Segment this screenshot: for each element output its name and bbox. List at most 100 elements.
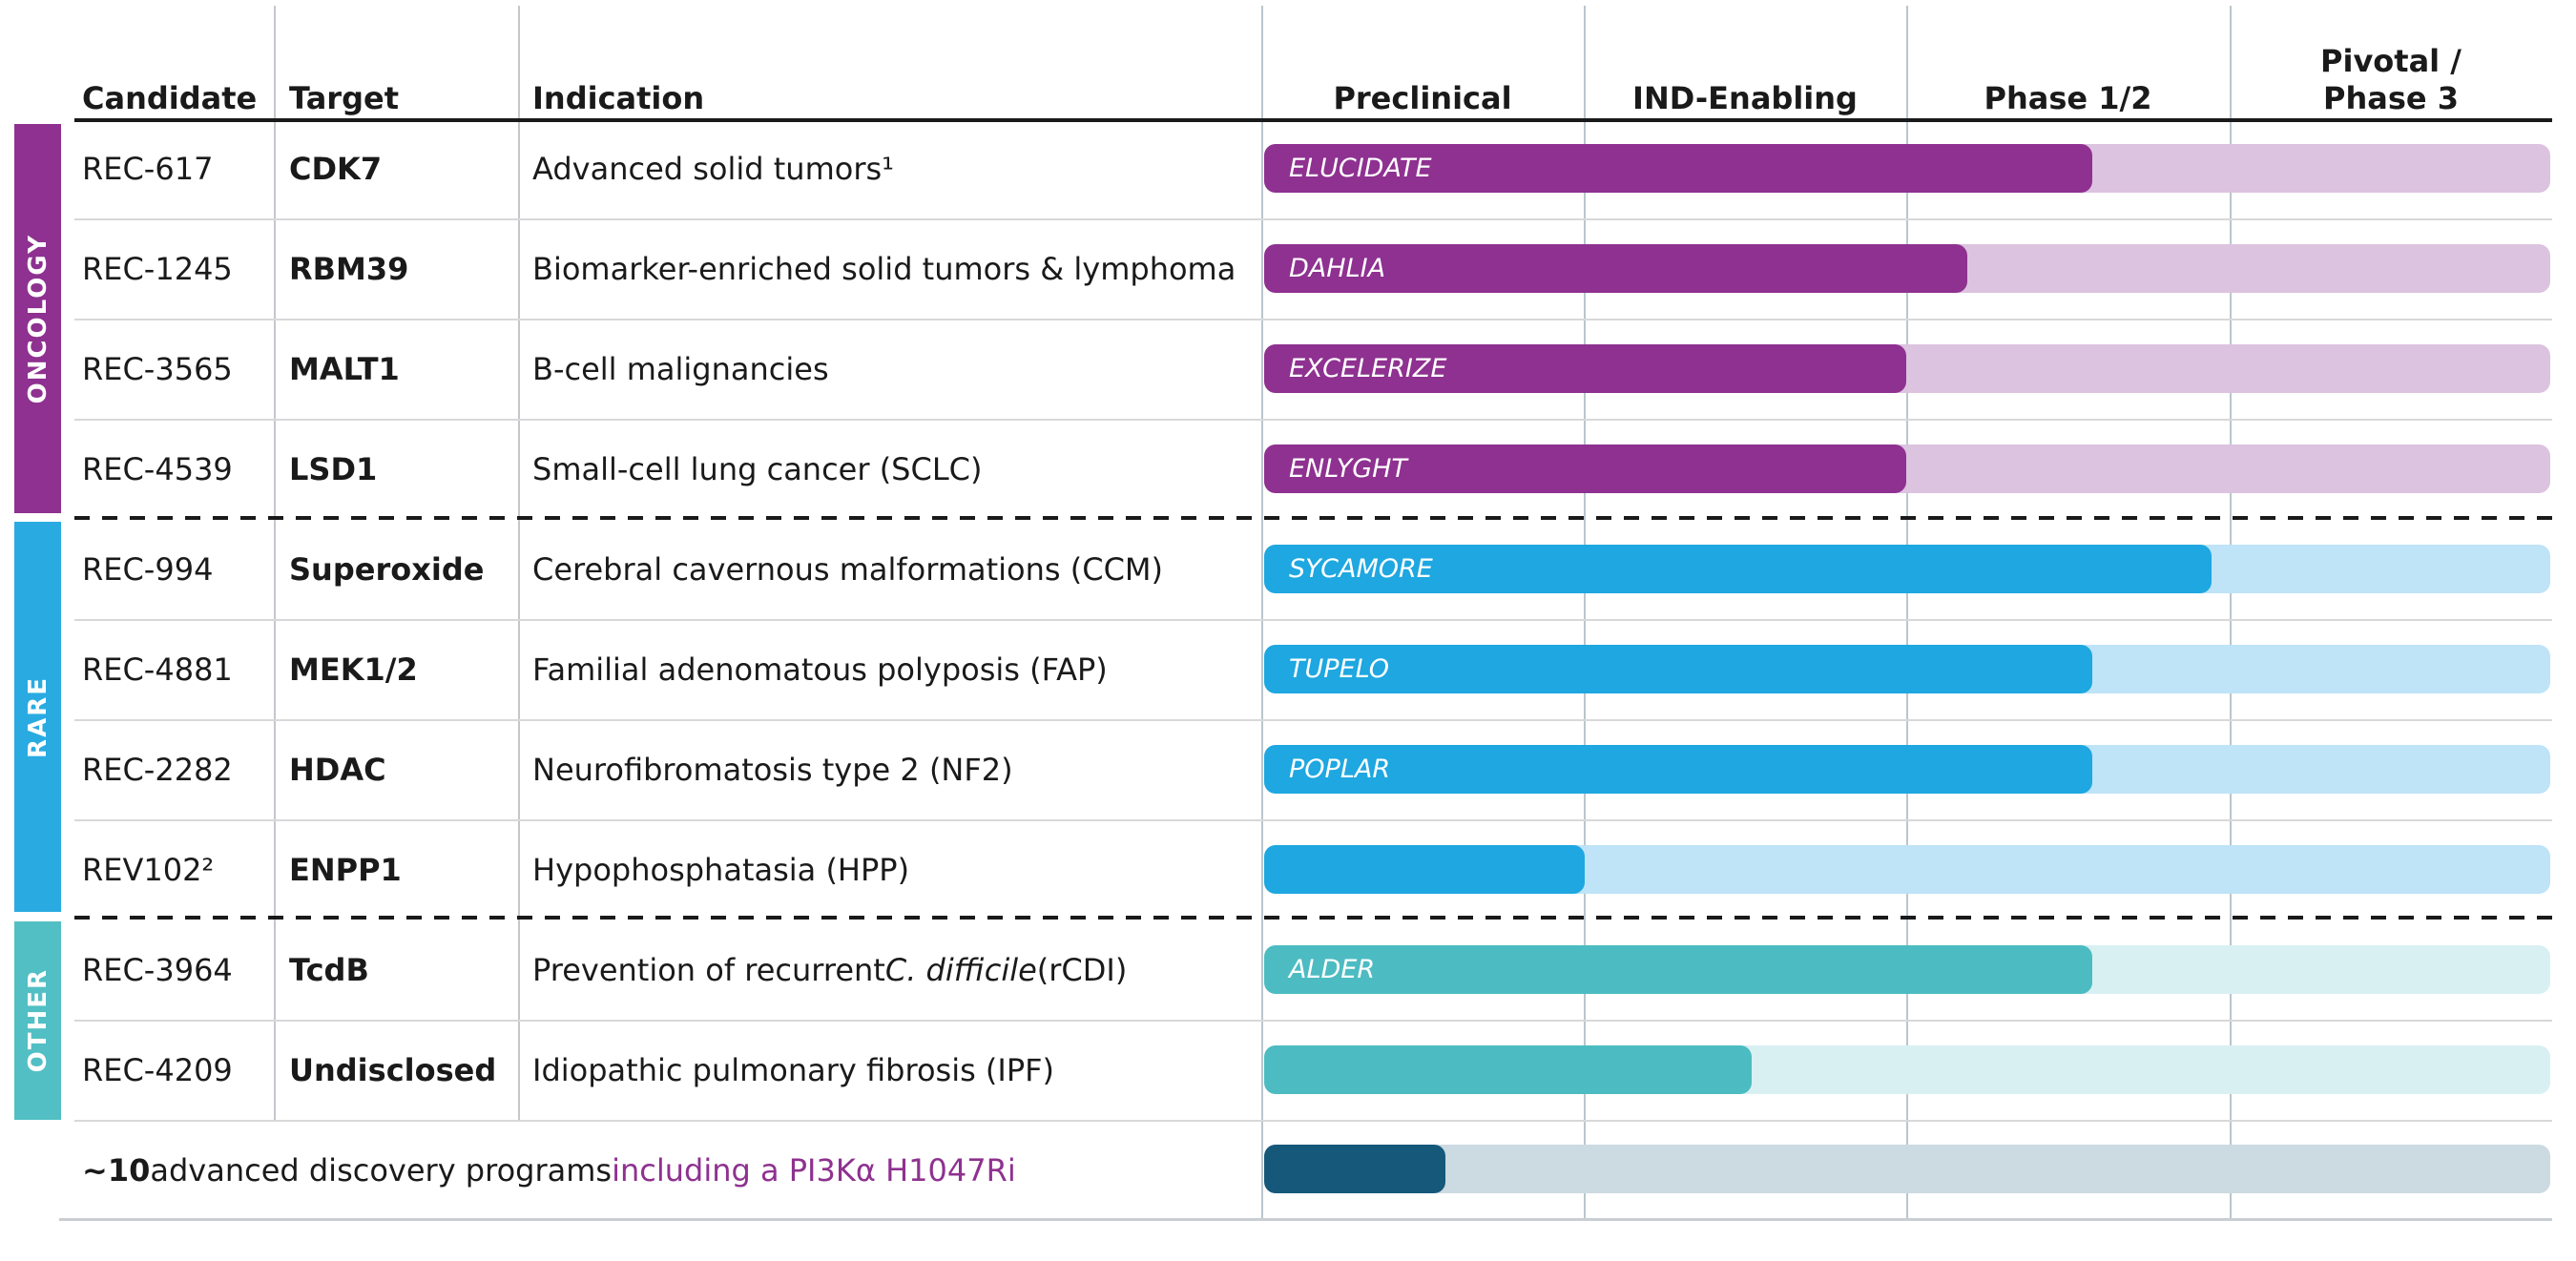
group-bar-other: OTHER: [14, 921, 61, 1120]
indication-cell: Idiopathic pulmonary fibrosis (IPF): [532, 1051, 1055, 1088]
phase-track: TUPELO: [1264, 645, 2550, 693]
indication-cell: Familial adenomatous polyposis (FAP): [532, 651, 1108, 688]
row-separator: [74, 419, 2552, 421]
target-cell: Superoxide: [289, 550, 485, 588]
target-cell: HDAC: [289, 751, 386, 788]
progress-bar: DAHLIA: [1264, 244, 1968, 293]
row-separator: [74, 1020, 2552, 1022]
target-cell: CDK7: [289, 150, 383, 187]
progress-bar: ELUCIDATE: [1264, 144, 2093, 193]
candidate-cell: REC-3964: [82, 951, 233, 988]
indication-cell: Cerebral cavernous malformations (CCM): [532, 550, 1164, 588]
progress-bar: POPLAR: [1264, 745, 2093, 794]
phase-track: ENLYGHT: [1264, 444, 2550, 493]
progress-bar: [1264, 845, 1585, 894]
row-rec-2282: REC-2282 HDAC Neurofibromatosis type 2 (…: [0, 719, 2576, 819]
row-rev102: REV102² ENPP1 Hypophosphatasia (HPP): [0, 819, 2576, 920]
row-separator: [74, 218, 2552, 220]
candidate-cell: REC-4539: [82, 450, 233, 487]
indication-cell: B-cell malignancies: [532, 350, 829, 387]
phase-track: [1264, 1045, 2550, 1094]
target-cell: ENPP1: [289, 851, 402, 888]
row-separator: [74, 819, 2552, 821]
indication-cell: Biomarker-enriched solid tumors & lympho…: [532, 250, 1236, 287]
gridline-indication-preclinical: [1261, 6, 1263, 1218]
indication-cell: Hypophosphatasia (HPP): [532, 851, 910, 888]
discovery-body: advanced discovery programs: [150, 1152, 613, 1189]
group-separator-oncology-rare: [74, 516, 2555, 520]
target-cell: TcdB: [289, 951, 369, 988]
row-rec-1245: REC-1245 RBM39 Biomarker-enriched solid …: [0, 218, 2576, 319]
row-rec-994: REC-994 Superoxide Cerebral cavernous ma…: [0, 519, 2576, 619]
trial-name-label: DAHLIA: [1289, 254, 1386, 283]
phase-header-ind-enabling: IND-Enabling: [1632, 79, 1858, 116]
row-rec-4209: REC-4209 Undisclosed Idiopathic pulmonar…: [0, 1020, 2576, 1120]
col-header-indication: Indication: [532, 79, 705, 116]
row-separator: [74, 719, 2552, 721]
indication-cell: Neurofibromatosis type 2 (NF2): [532, 751, 1013, 788]
header-rule: [74, 118, 2552, 122]
progress-bar: SYCAMORE: [1264, 545, 2212, 593]
candidate-cell: REC-2282: [82, 751, 233, 788]
candidate-cell: REC-1245: [82, 250, 233, 287]
phase-track: POPLAR: [1264, 745, 2550, 794]
trial-name-label: SYCAMORE: [1289, 554, 1433, 584]
trial-name-label: ALDER: [1289, 955, 1376, 984]
progress-bar: ENLYGHT: [1264, 444, 1906, 493]
gridline-phase12-pivotal: [2230, 6, 2232, 1218]
group-bar-oncology: ONCOLOGY: [14, 124, 61, 513]
phase-header-preclinical: Preclinical: [1333, 79, 1512, 116]
candidate-cell: REC-617: [82, 150, 214, 187]
row-rec-617: REC-617 CDK7 Advanced solid tumors¹ ELUC…: [0, 118, 2576, 218]
target-cell: RBM39: [289, 250, 409, 287]
bottom-rule: [59, 1218, 2552, 1221]
trial-name-label: ENLYGHT: [1289, 454, 1407, 484]
row-rec-3565: REC-3565 MALT1 B-cell malignancies EXCEL…: [0, 319, 2576, 419]
trial-name-label: ELUCIDATE: [1289, 154, 1432, 183]
target-cell: MALT1: [289, 350, 400, 387]
candidate-cell: REV102²: [82, 851, 215, 888]
row-discovery-programs: ~10 advanced discovery programs includin…: [0, 1120, 2576, 1221]
candidate-cell: REC-4209: [82, 1051, 233, 1088]
phase-track: [1264, 845, 2550, 894]
col-header-target: Target: [289, 79, 399, 116]
phase-track: SYCAMORE: [1264, 545, 2550, 593]
candidate-cell: REC-4881: [82, 651, 233, 688]
phase-header-phase-1-2: Phase 1/2: [1984, 79, 2152, 116]
progress-bar: [1264, 1145, 1446, 1193]
col-header-candidate: Candidate: [82, 79, 258, 116]
group-separator-rare-other: [74, 916, 2555, 920]
progress-bar: [1264, 1045, 1752, 1094]
row-separator: [74, 619, 2552, 621]
gridline-target-indication: [518, 6, 520, 1120]
target-cell: MEK1/2: [289, 651, 418, 688]
trial-name-label: POPLAR: [1289, 755, 1391, 784]
trial-name-label: EXCELERIZE: [1289, 354, 1447, 383]
target-cell: LSD1: [289, 450, 378, 487]
phase-track: DAHLIA: [1264, 244, 2550, 293]
row-separator: [74, 319, 2552, 320]
group-bar-rare: RARE: [14, 522, 61, 912]
discovery-highlight: including a PI3Kα H1047Ri: [612, 1152, 1016, 1189]
discovery-text: ~10 advanced discovery programs includin…: [82, 1120, 1016, 1221]
progress-bar: EXCELERIZE: [1264, 344, 1906, 393]
row-rec-4881: REC-4881 MEK1/2 Familial adenomatous pol…: [0, 619, 2576, 719]
indication-cell: Prevention of recurrent C. difficile (rC…: [532, 951, 1128, 988]
phase-header-pivotal-phase-3: Pivotal / Phase 3: [2320, 43, 2462, 116]
phase-track: [1264, 1145, 2550, 1193]
progress-bar: ALDER: [1264, 945, 2093, 994]
phase-track: ALDER: [1264, 945, 2550, 994]
discovery-count: ~10: [82, 1152, 151, 1189]
gridline-candidate-target: [274, 6, 276, 1120]
phase-track: ELUCIDATE: [1264, 144, 2550, 193]
row-separator: [74, 1120, 2552, 1122]
row-rec-3964: REC-3964 TcdB Prevention of recurrent C.…: [0, 920, 2576, 1020]
row-rec-4539: REC-4539 LSD1 Small-cell lung cancer (SC…: [0, 419, 2576, 519]
gridline-preclinical-ind: [1584, 6, 1586, 1218]
candidate-cell: REC-994: [82, 550, 214, 588]
trial-name-label: TUPELO: [1289, 654, 1390, 684]
candidate-cell: REC-3565: [82, 350, 233, 387]
phase-track: EXCELERIZE: [1264, 344, 2550, 393]
target-cell: Undisclosed: [289, 1051, 497, 1088]
